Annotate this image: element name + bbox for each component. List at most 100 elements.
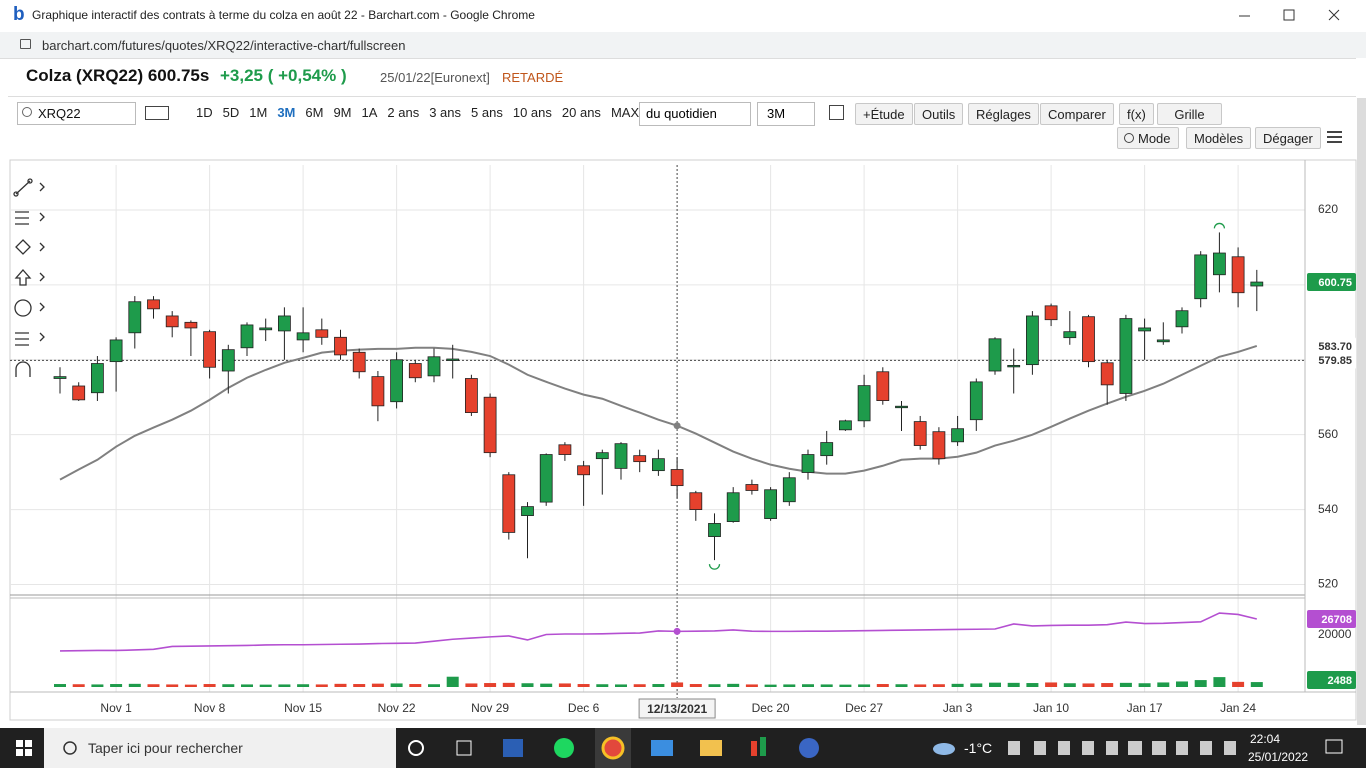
candle-body xyxy=(1044,305,1058,321)
candle-body xyxy=(390,359,404,403)
period-button[interactable]: 5 ans xyxy=(471,105,503,120)
volume-bar xyxy=(577,684,590,687)
candle-body xyxy=(857,385,871,422)
drawing-tools[interactable] xyxy=(13,178,45,377)
fx-button[interactable]: f(x) xyxy=(1119,103,1154,125)
candle-body xyxy=(408,363,422,379)
candle-body xyxy=(371,376,385,407)
candle-body xyxy=(670,469,684,487)
candle-body xyxy=(1007,364,1021,368)
period-button[interactable]: 1M xyxy=(249,105,268,120)
candle-body xyxy=(315,329,329,338)
spotify-icon[interactable] xyxy=(554,738,574,758)
mode-button[interactable]: Mode xyxy=(1117,127,1179,149)
volume-bar xyxy=(259,684,272,687)
price-tag-box xyxy=(1307,336,1356,355)
price-tag-box xyxy=(1307,351,1356,370)
candle-body xyxy=(464,378,478,413)
chart-type-menu[interactable] xyxy=(145,106,169,120)
period-button[interactable]: 9M xyxy=(333,105,352,120)
clear-button[interactable]: Dégager xyxy=(1255,127,1321,149)
word-icon[interactable] xyxy=(503,739,523,757)
volume-bar xyxy=(914,684,927,687)
explorer-icon[interactable] xyxy=(700,740,722,756)
settings-button[interactable]: Réglages xyxy=(968,103,1039,125)
symbol-input[interactable]: XRQ22 xyxy=(17,102,136,125)
start-button[interactable] xyxy=(16,740,32,756)
candle-body xyxy=(91,363,104,394)
clock-date: 25/01/2022 xyxy=(1248,750,1309,764)
tray-icons[interactable] xyxy=(1008,741,1236,755)
weather-icon[interactable] xyxy=(933,743,955,755)
app-icon[interactable] xyxy=(751,737,766,756)
candle-body xyxy=(595,452,609,460)
volume-bar xyxy=(764,684,777,687)
menu-icon[interactable] xyxy=(1327,131,1342,133)
candle-body xyxy=(558,444,572,455)
url[interactable]: barchart.com/futures/quotes/XRQ22/intera… xyxy=(42,38,406,53)
x-tick-label: Jan 17 xyxy=(1127,701,1163,715)
period-button[interactable]: 6M xyxy=(305,105,324,120)
volume-bar xyxy=(802,684,814,687)
candle-body xyxy=(1026,315,1039,366)
taskbar-search[interactable]: Taper ici pour rechercher xyxy=(88,740,243,756)
volume-bar xyxy=(1194,680,1207,687)
app-icon[interactable] xyxy=(799,738,819,758)
swing-low-marker xyxy=(708,564,721,570)
period-button[interactable]: 10 ans xyxy=(512,105,552,120)
candle-body xyxy=(184,321,198,329)
volume-bar xyxy=(652,684,665,687)
last-price-tag-box xyxy=(1307,273,1356,292)
volume-bar xyxy=(1101,683,1114,687)
search-box[interactable] xyxy=(44,728,396,768)
volume-bar xyxy=(1250,682,1263,687)
candle-body xyxy=(240,324,254,349)
mail-icon[interactable] xyxy=(651,740,673,756)
compare-button[interactable]: Comparer xyxy=(1040,103,1114,125)
candle-body xyxy=(109,339,123,363)
candle-body xyxy=(932,431,946,460)
volume-bar xyxy=(689,684,702,687)
candle-body xyxy=(801,454,815,473)
study-button[interactable]: +Étude xyxy=(855,103,913,125)
labels: Nov 1 Nov 8 Nov 15 Nov 22 Nov 29 Dec 6 12/13/2… xyxy=(100,202,1356,719)
volume-bar xyxy=(241,684,253,687)
calendar-icon[interactable] xyxy=(829,105,844,120)
interval-select[interactable]: du quotidien xyxy=(639,102,751,126)
volume-tag: 2488 xyxy=(1328,675,1352,687)
window-controls[interactable] xyxy=(1239,9,1340,21)
period-button[interactable]: 1D xyxy=(196,105,213,120)
candle-body xyxy=(1231,256,1245,294)
notifications[interactable] xyxy=(1325,739,1343,754)
cortana[interactable] xyxy=(408,740,424,756)
period-button[interactable]: 3 ans xyxy=(429,105,462,120)
volume-bar xyxy=(540,683,553,687)
candle-body xyxy=(352,351,366,373)
search-icon xyxy=(63,741,77,755)
task-view[interactable] xyxy=(456,740,472,756)
volume-bar xyxy=(970,683,983,687)
templates-button[interactable]: Modèles xyxy=(1186,127,1252,149)
period-button[interactable]: 3M xyxy=(277,105,296,120)
volume-bar xyxy=(222,684,235,687)
tools-button[interactable]: Outils xyxy=(914,103,964,125)
grid-button[interactable]: Grille xyxy=(1157,103,1222,125)
candle-body xyxy=(1194,254,1208,300)
moving-average xyxy=(59,344,1258,481)
period-button[interactable]: 20 ans xyxy=(561,105,601,120)
volume-bar xyxy=(147,684,160,687)
period-button[interactable]: MAX xyxy=(610,105,640,120)
chart-frame xyxy=(9,159,1357,721)
period-button[interactable]: 2 ans xyxy=(387,105,420,120)
candle-body xyxy=(913,421,927,446)
address-bar xyxy=(0,32,1366,58)
volume-bar xyxy=(1026,683,1039,687)
period-button[interactable]: 5D xyxy=(222,105,240,120)
candle-body xyxy=(726,492,740,522)
candle-body xyxy=(689,492,703,510)
volume-bar xyxy=(315,684,328,687)
candle-body xyxy=(539,454,553,503)
range-select[interactable]: 3M xyxy=(757,102,815,126)
chrome-icon[interactable] xyxy=(601,736,625,760)
period-button[interactable]: 1A xyxy=(361,105,378,120)
